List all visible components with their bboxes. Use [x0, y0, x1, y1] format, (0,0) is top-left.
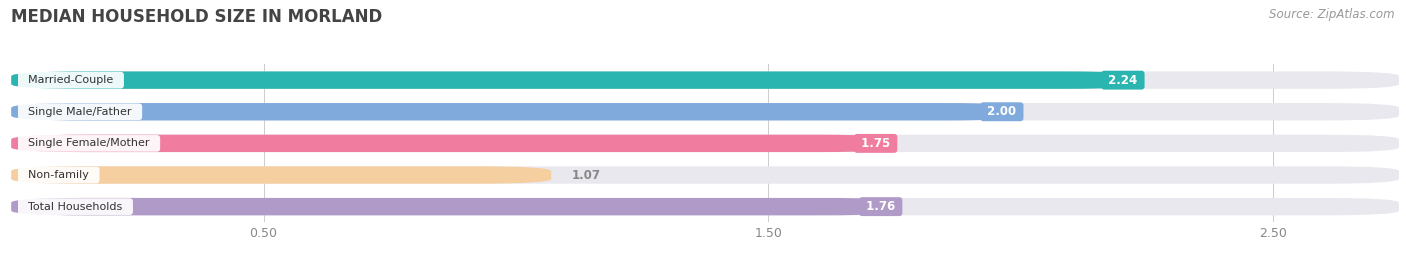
FancyBboxPatch shape [11, 72, 1142, 89]
FancyBboxPatch shape [11, 72, 1399, 89]
Text: Single Male/Father: Single Male/Father [21, 107, 139, 117]
FancyBboxPatch shape [11, 198, 1399, 215]
Text: Married-Couple: Married-Couple [21, 75, 121, 85]
Text: MEDIAN HOUSEHOLD SIZE IN MORLAND: MEDIAN HOUSEHOLD SIZE IN MORLAND [11, 8, 382, 26]
FancyBboxPatch shape [11, 103, 1399, 120]
FancyBboxPatch shape [11, 166, 551, 184]
Text: 1.75: 1.75 [858, 137, 894, 150]
FancyBboxPatch shape [11, 166, 1399, 184]
Text: Source: ZipAtlas.com: Source: ZipAtlas.com [1270, 8, 1395, 21]
Text: Non-family: Non-family [21, 170, 96, 180]
Text: 2.00: 2.00 [983, 105, 1021, 118]
FancyBboxPatch shape [11, 135, 894, 152]
Text: 1.07: 1.07 [571, 169, 600, 181]
Text: Total Households: Total Households [21, 202, 129, 212]
Text: Single Female/Mother: Single Female/Mother [21, 138, 157, 148]
FancyBboxPatch shape [11, 135, 1399, 152]
FancyBboxPatch shape [11, 103, 1021, 120]
Text: 1.76: 1.76 [862, 200, 900, 213]
Text: 2.24: 2.24 [1104, 74, 1142, 87]
FancyBboxPatch shape [11, 198, 900, 215]
